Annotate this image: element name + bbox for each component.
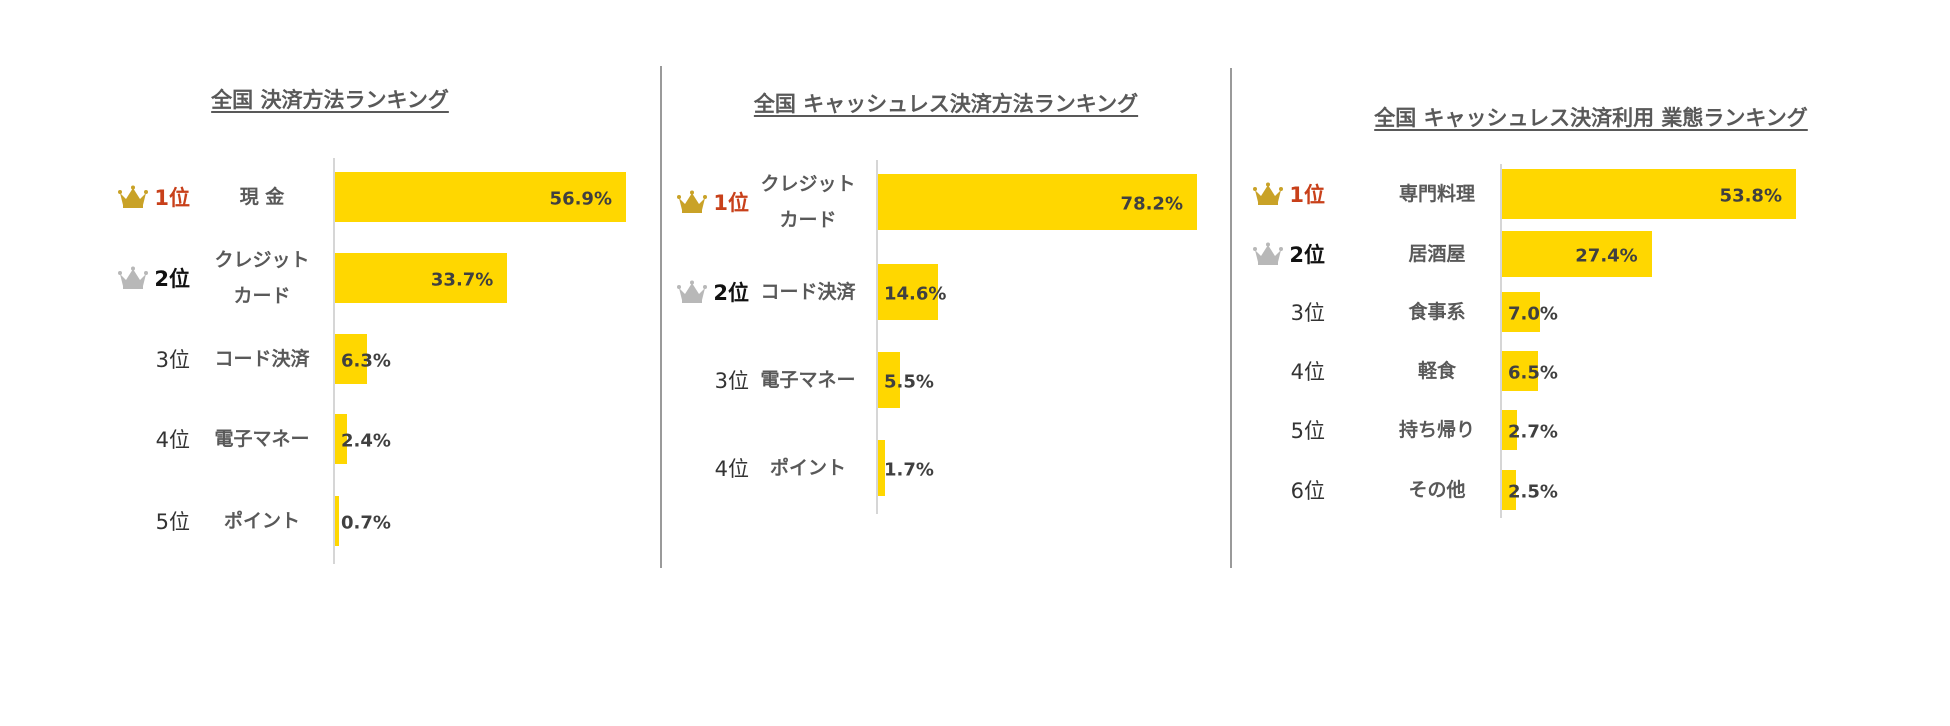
data-label: 6.3%: [341, 350, 391, 372]
rank-number: 4位: [1290, 360, 1325, 384]
data-label: 78.2%: [1120, 193, 1183, 215]
data-label: 1.7%: [884, 459, 934, 481]
rank-number: 4位: [714, 457, 749, 481]
data-label: 2.5%: [1508, 481, 1558, 503]
bar: [878, 264, 938, 320]
rank-number: 3位: [155, 348, 190, 372]
bar: [335, 496, 339, 546]
rank-label: 6位: [1291, 475, 1325, 505]
chart-title: 全国 キャッシュレス決済利用 業態ランキング: [1374, 106, 1808, 130]
rank-label: 2位: [677, 277, 749, 307]
category-label: コード決済: [214, 348, 310, 370]
bar: [335, 414, 348, 464]
rank-label: 2位: [118, 263, 190, 293]
category-label: ポイント: [769, 457, 846, 479]
rank-number: 5位: [155, 510, 190, 534]
category-label: 電子マネー: [760, 369, 856, 391]
gold-crown-icon: [1253, 182, 1284, 206]
rank-label: 4位: [715, 453, 749, 483]
rank-number: 5位: [1290, 419, 1325, 443]
data-label: 2.7%: [1508, 421, 1558, 443]
bar: [1502, 292, 1541, 332]
bar: [1502, 231, 1652, 277]
rank-label: 1位: [1253, 179, 1325, 209]
gold-crown-icon: [118, 185, 149, 209]
rank-label: 3位: [156, 344, 190, 374]
category-label: 電子マネー: [214, 428, 310, 450]
category-label: 持ち帰り: [1398, 419, 1475, 441]
data-label: 33.7%: [430, 269, 494, 291]
bar: [1502, 470, 1516, 510]
rank-label: 5位: [1291, 415, 1325, 445]
silver-crown-icon: [1253, 242, 1284, 266]
data-label: 0.7%: [341, 512, 391, 534]
chart-panel-cashless-methods: 全国 キャッシュレス決済方法ランキング 1位 クレジット カード 78.2% 2位 コー…: [662, 0, 1230, 726]
bar: [1502, 169, 1796, 219]
category-label: クレジット カード: [214, 249, 310, 307]
rank-label: 1位: [677, 187, 749, 217]
rank-number: 1位: [154, 186, 190, 210]
category-label: 居酒屋: [1408, 243, 1466, 265]
rank-number: 2位: [1289, 243, 1325, 267]
data-label: 6.5%: [1508, 362, 1558, 384]
category-label: ポイント: [223, 510, 300, 532]
rank-number: 4位: [155, 428, 190, 452]
rank-number: 1位: [1289, 183, 1325, 207]
y-axis-line: [876, 160, 878, 514]
bar: [335, 172, 626, 222]
category-label: コード決済: [760, 281, 856, 303]
data-label: 53.8%: [1719, 185, 1782, 207]
data-label: 5.5%: [884, 371, 934, 393]
chart-panel-business-types: 全国 キャッシュレス決済利用 業態ランキング 1位 専門料理 53.8% 2位 居酒屋 2…: [1232, 0, 1950, 726]
rank-label: 3位: [1291, 297, 1325, 327]
panel-divider-1: [660, 66, 662, 568]
rank-label: 3位: [715, 365, 749, 395]
bar: [1502, 351, 1538, 391]
rank-label: 2位: [1253, 239, 1325, 269]
gold-crown-icon: [677, 190, 708, 214]
rank-number: 3位: [1290, 301, 1325, 325]
data-label: 56.9%: [549, 188, 612, 210]
category-label: 軽食: [1417, 360, 1456, 382]
category-label: 食事系: [1408, 301, 1466, 323]
data-label: 2.4%: [341, 430, 391, 452]
y-axis-line: [1500, 164, 1502, 518]
bar: [335, 253, 508, 303]
rank-label: 4位: [1291, 356, 1325, 386]
category-label: その他: [1408, 479, 1466, 501]
panel-divider-2: [1230, 68, 1232, 568]
bar: [878, 174, 1197, 230]
rank-label: 5位: [156, 506, 190, 536]
y-axis-line: [333, 158, 335, 564]
silver-crown-icon: [677, 280, 708, 304]
data-label: 14.6%: [884, 283, 947, 305]
bar: [335, 334, 368, 384]
rank-label: 4位: [156, 424, 190, 454]
rank-number: 3位: [714, 369, 749, 393]
bar: [1502, 410, 1517, 450]
data-label: 7.0%: [1508, 303, 1558, 325]
rank-number: 1位: [713, 191, 749, 215]
rank-number: 6位: [1290, 479, 1325, 503]
category-label: 専門料理: [1398, 183, 1475, 205]
chart-title: 全国 決済方法ランキング: [211, 88, 449, 112]
chart-panel-payment-methods: 全国 決済方法ランキング 1位 現 金 56.9% 2位 クレジット カード 33.7% 3…: [0, 0, 660, 726]
rank-number: 2位: [713, 281, 749, 305]
bar: [878, 352, 901, 408]
silver-crown-icon: [118, 266, 149, 290]
rank-number: 2位: [154, 267, 190, 291]
category-label: 現 金: [239, 186, 285, 208]
category-label: クレジット カード: [760, 173, 856, 231]
chart-title: 全国 キャッシュレス決済方法ランキング: [753, 92, 1139, 116]
rank-label: 1位: [118, 182, 190, 212]
data-label: 27.4%: [1575, 245, 1638, 267]
bar: [878, 440, 885, 496]
